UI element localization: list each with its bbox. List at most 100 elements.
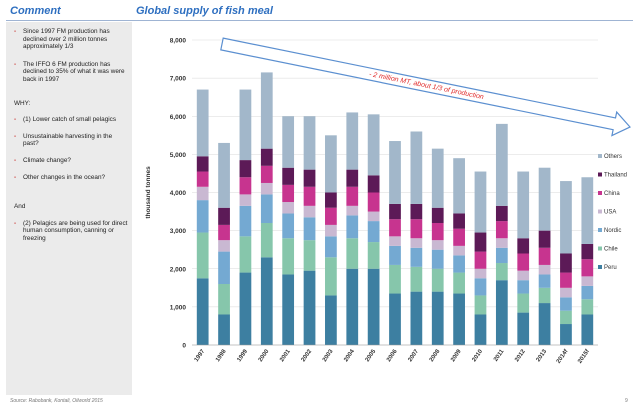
bar-segment-usa [389, 236, 401, 246]
bullet-marker: - [14, 156, 17, 164]
y-tick-label: 3,000 [170, 228, 187, 235]
bar-segment-nordic [346, 215, 359, 239]
bar-segment-nordic [260, 194, 273, 223]
bullet-text: Other changes in the ocean? [23, 173, 106, 181]
bar-segment-chile [346, 238, 359, 269]
bar-segment-usa [581, 276, 594, 286]
trend-arrow-icon [220, 37, 631, 137]
bar-segment-peru [282, 274, 295, 345]
bar-segment-thailand [410, 203, 423, 220]
y-tick-label: 5,000 [170, 152, 187, 159]
bullet-marker: - [14, 219, 17, 227]
bar-segment-peru [410, 291, 423, 345]
bar-segment-chile [560, 310, 572, 325]
bar-segment-chile [367, 242, 380, 269]
x-tick-label: 2002 [301, 348, 314, 363]
comment-sidebar [6, 22, 132, 395]
bar-segment-peru [325, 295, 337, 345]
bar-segment-china [389, 219, 401, 237]
x-tick-label: 2003 [322, 348, 335, 363]
bar-segment-thailand [282, 167, 295, 185]
comment-bullets: - Since 1997 FM production has declined o… [14, 28, 128, 243]
bar-segment-china [367, 192, 380, 212]
bar-segment-thailand [303, 169, 316, 187]
bar-segment-nordic [495, 247, 508, 264]
bar-segment-usa [410, 238, 423, 248]
bar-segment-peru [260, 257, 273, 345]
bar-segment-peru [239, 272, 252, 345]
y-tick-label: 4,000 [170, 190, 187, 197]
y-tick-label: 8,000 [170, 38, 187, 45]
y-tick-label: 0 [182, 343, 186, 350]
legend-swatch [598, 228, 602, 232]
bar-segment-others [282, 116, 295, 168]
bar-segment-peru [346, 268, 359, 345]
legend-label-usa: USA [604, 210, 616, 216]
bar-segment-others [218, 142, 230, 208]
bar-segment-nordic [431, 249, 444, 269]
bar-segment-thailand [453, 213, 465, 229]
bar-segment-peru [367, 268, 380, 345]
bar-segment-thailand [367, 175, 380, 193]
bar-segment-nordic [303, 217, 316, 241]
x-tick-label: 2011 [493, 348, 506, 363]
bar-segment-others [239, 89, 252, 161]
x-tick-label: 2012 [514, 348, 527, 363]
y-tick-label: 7,000 [170, 76, 187, 83]
bar-segment-others [367, 114, 380, 176]
x-tick-label: 2006 [386, 348, 399, 363]
comment-bullet: - (2) Pelagics are being used for direct … [14, 220, 128, 243]
bullet-marker: - [14, 28, 17, 35]
y-tick-label: 1,000 [170, 304, 187, 311]
x-tick-label: 2005 [365, 348, 378, 363]
bar-segment-china [495, 221, 508, 239]
comment-bullet: - Unsustainable harvesting in the past? [14, 133, 128, 148]
comment-bullet: - Climate change? [14, 157, 128, 165]
legend-swatch [598, 265, 602, 269]
bar-segment-china [239, 177, 252, 195]
bar-segment-others [453, 158, 465, 214]
bar-segment-peru [517, 312, 530, 345]
y-axis-label: thousand tonnes [145, 166, 152, 219]
bar-segment-nordic [581, 285, 594, 300]
bar-segment-china [560, 272, 572, 288]
bar-segment-nordic [517, 280, 530, 294]
bar-segment-others [560, 181, 572, 254]
bar-segment-nordic [474, 278, 487, 296]
bar-segment-china [517, 253, 530, 271]
trend-annotation: - 2 million MT, about 1/3 of production [368, 71, 484, 101]
bar-segment-peru [389, 293, 401, 345]
bar-segment-peru [538, 303, 551, 345]
bar-segment-china [196, 171, 209, 187]
bar-segment-others [260, 72, 273, 149]
bar-segment-chile [453, 272, 465, 294]
bar-segment-nordic [389, 245, 401, 265]
bar-segment-peru [495, 280, 508, 345]
comment-bullet: WHY: [14, 100, 128, 108]
bullet-text: (1) Lower catch of small pelagics [23, 116, 117, 124]
bar-segment-china [325, 207, 337, 225]
bar-segment-china [431, 223, 444, 241]
bar-segment-others [196, 89, 209, 157]
bar-segment-others [346, 112, 359, 170]
x-tick-label: 2008 [429, 348, 442, 363]
legend-swatch [598, 209, 602, 214]
bullet-text: (2) Pelagics are being used for direct h… [23, 219, 128, 242]
bar-segment-usa [453, 245, 465, 256]
x-tick-label: 2004 [343, 348, 356, 363]
bar-segment-nordic [239, 205, 252, 237]
bar-segment-chile [517, 293, 530, 313]
bar-segment-china [346, 186, 359, 206]
bar-segment-thailand [560, 253, 572, 273]
bullet-text: And [14, 203, 26, 211]
bar-segment-nordic [282, 213, 295, 239]
bar-segment-peru [218, 314, 230, 345]
bar-segment-usa [303, 205, 316, 218]
legend-swatch [598, 172, 602, 177]
bullet-text: The IFFO 6 FM production has declined to… [23, 60, 125, 83]
bar-segment-chile [325, 257, 337, 296]
legend-swatch [598, 191, 602, 195]
bar-segment-others [410, 131, 423, 204]
bar-segment-thailand [218, 207, 230, 225]
